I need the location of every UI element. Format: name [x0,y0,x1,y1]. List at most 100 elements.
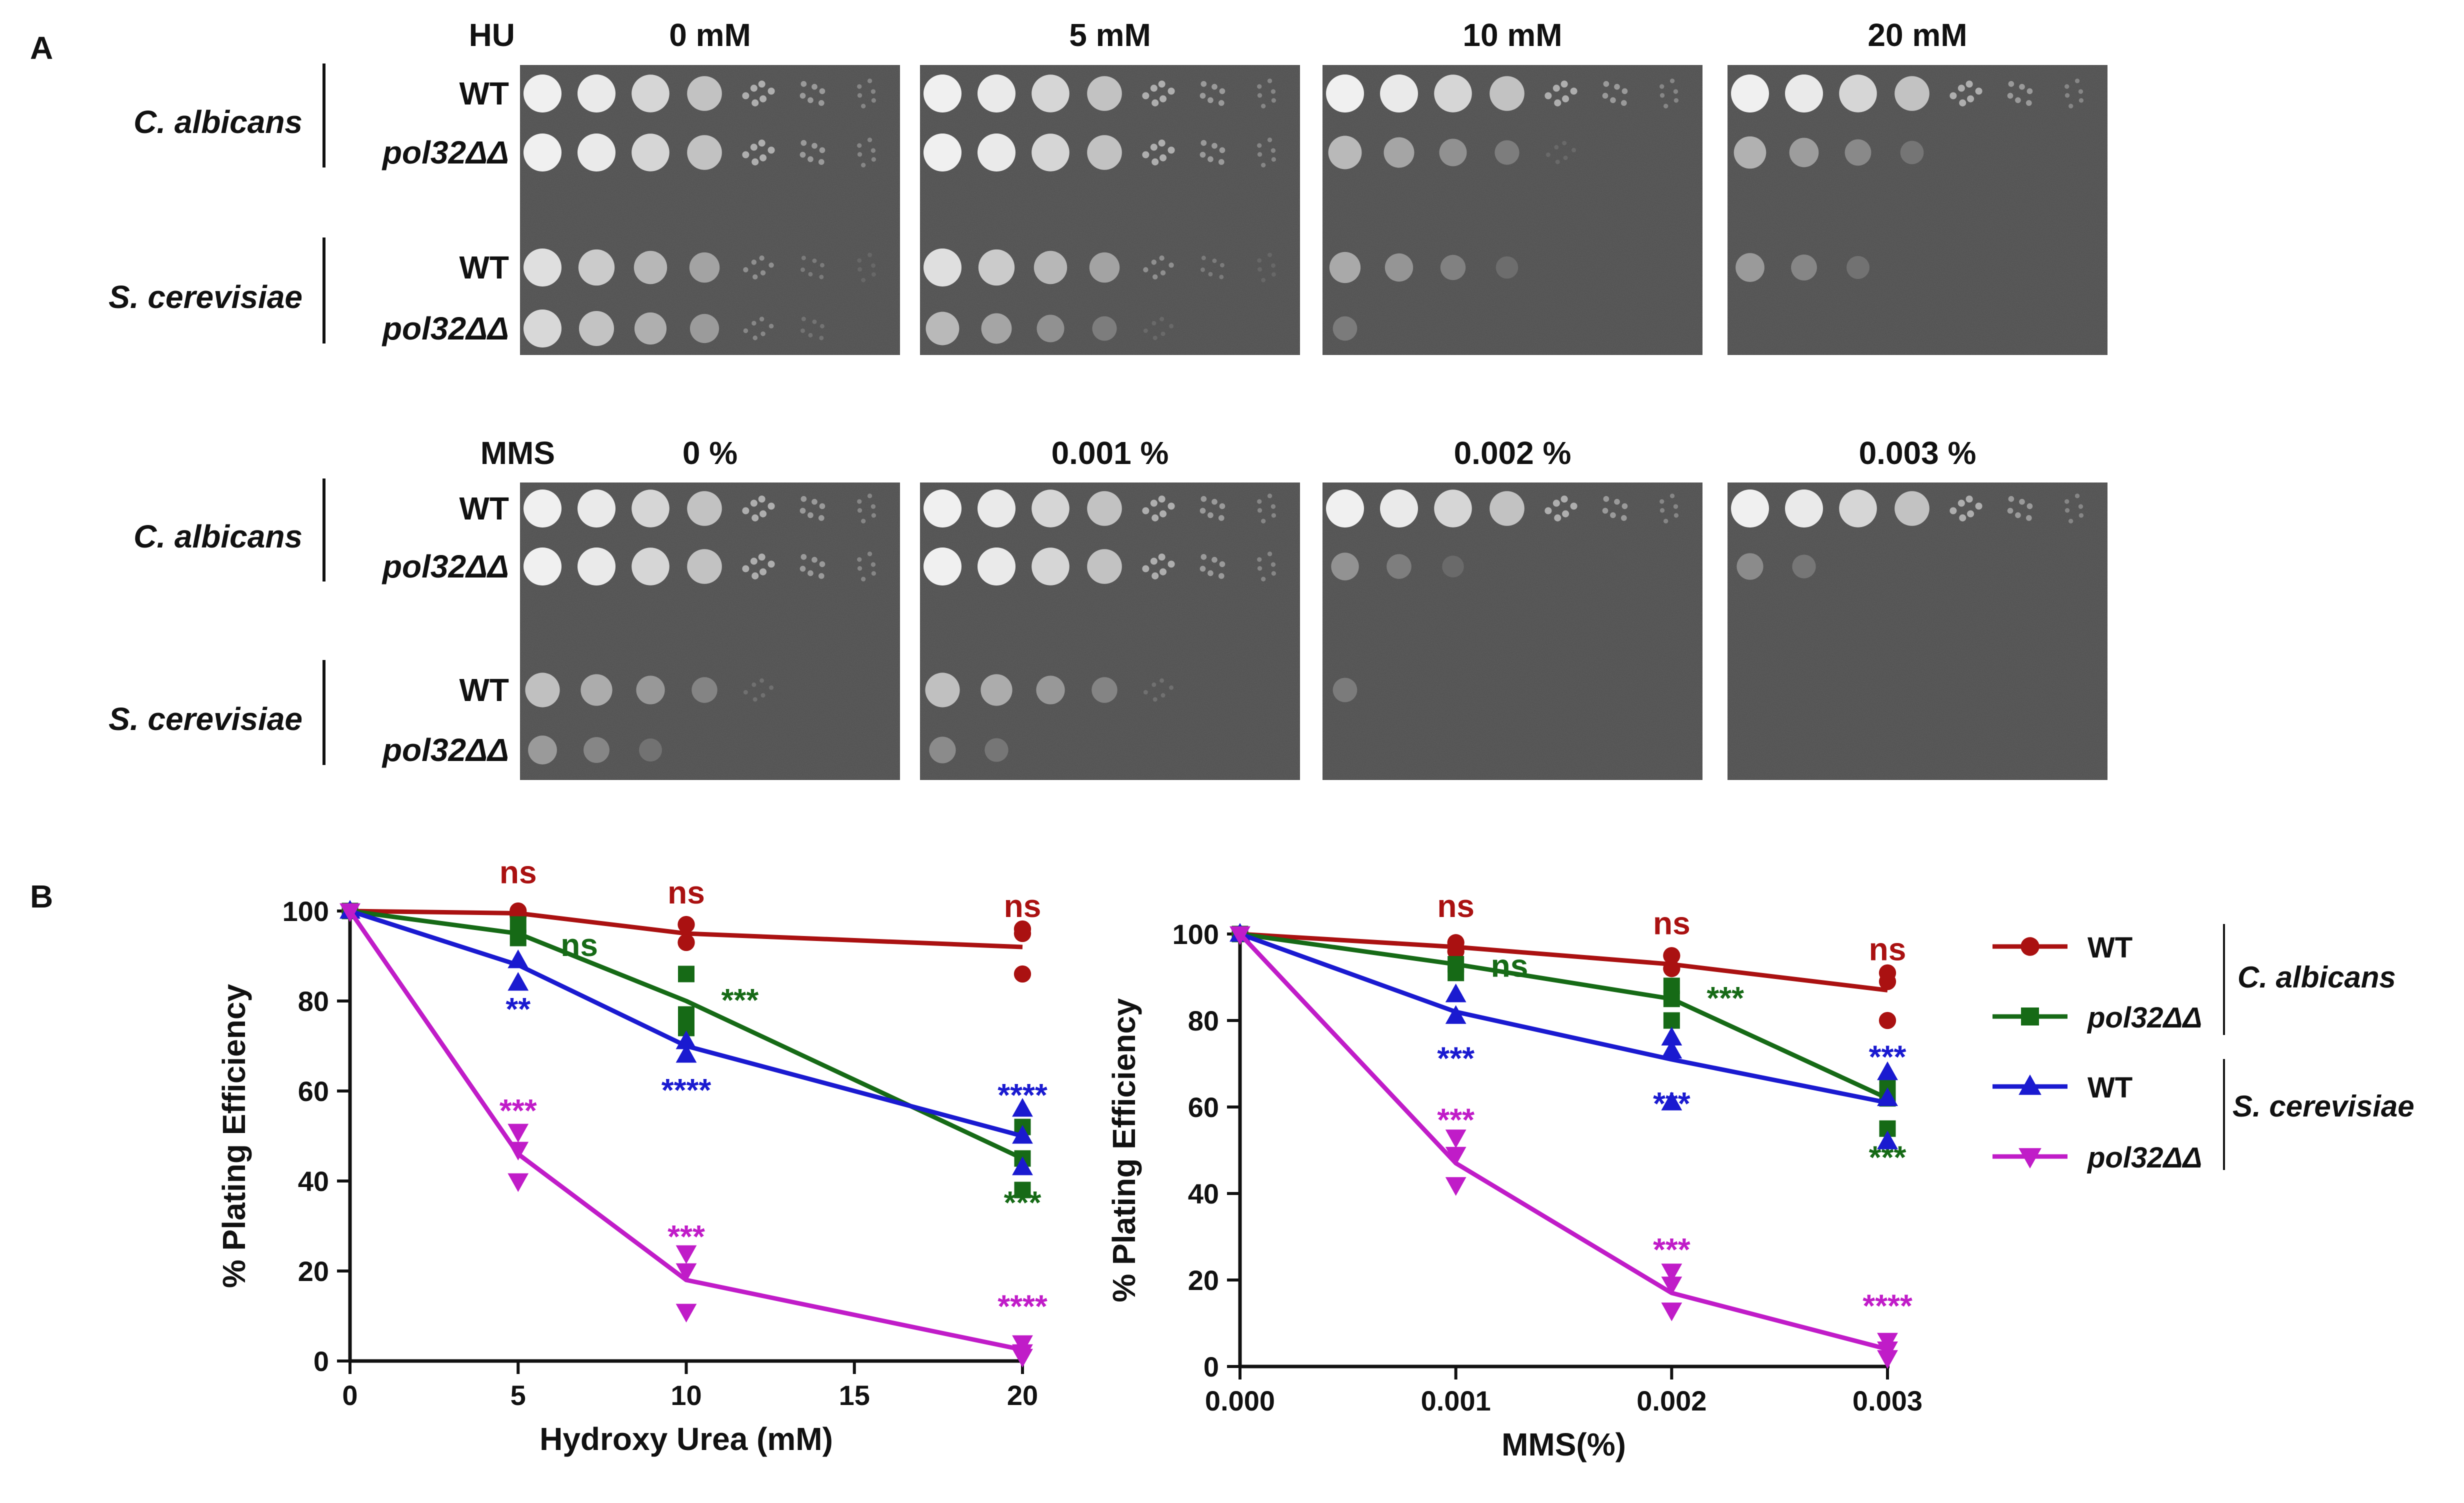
colony-spot [690,314,720,344]
colony-dot [857,143,862,148]
series-line-scer_wt [1239,932,1888,1105]
colony-dot [1160,316,1164,322]
data-point-scer_pol [1661,1264,1682,1282]
colony-dot [1208,512,1214,518]
colony-dot [768,560,775,568]
colony-dot [870,148,876,153]
data-point-scer_pol [508,1142,529,1160]
colony-spot [1894,491,1930,526]
colony-dot [819,147,826,154]
colony-spot [1789,138,1819,168]
colony-dot [1160,270,1166,276]
strain-label-calb_pol: pol32ΔΔ [382,134,509,170]
x-tick-label: 15 [839,1380,870,1411]
colony-spot [1496,256,1518,279]
colony-dot [1150,558,1158,565]
colony-dot [820,324,824,328]
colony-dot [760,510,767,518]
colony-spot [687,491,722,526]
colony-spot [1386,554,1412,579]
strain-label-scer_pol: pol32ΔΔ [382,310,509,346]
colony-dot [871,513,876,518]
y-tick-label: 0 [1204,1351,1219,1382]
colony-spot [978,249,1015,286]
colony-spot [926,312,960,346]
colony-spot [981,313,1012,344]
colony-spot [524,74,562,112]
colony-spot [1380,74,1418,112]
colony-dot [1614,498,1620,505]
series-scer_pol: ********** [1230,926,1912,1369]
colony-dot [1200,81,1207,87]
data-point-scer_wt [1012,1098,1033,1117]
x-axis-label: Hydroxy Urea (mM) [540,1421,833,1457]
colony-spot [687,135,722,170]
colony-spot [1329,252,1361,284]
colony-dot [1660,508,1665,513]
colony-dot [800,267,806,272]
colony-dot [1562,95,1570,102]
y-tick-label: 40 [298,1166,329,1197]
colony-dot [1967,510,1974,518]
colony-dot [1271,157,1276,162]
data-point-calb_wt [1878,1012,1896,1030]
colony-dot [2064,499,2070,504]
colony-dot [857,93,862,98]
colony-spot [1332,316,1358,341]
colony-dot [1602,92,1608,99]
colony-dot [1660,499,1664,504]
colony-dot [1268,252,1272,258]
data-point-scer_wt [1877,1130,1898,1150]
colony-spot [1087,549,1122,584]
colony-dot [1552,500,1560,507]
strain-label-scer_wt: WT [460,250,510,286]
colony-dot [857,499,862,504]
colony-dot [800,508,806,514]
legend-label: pol32ΔΔ [2086,1142,2202,1174]
colony-dot [1610,512,1616,518]
data-point-calb_pol [510,930,526,946]
hu-agent-label: HU [469,17,515,53]
colony-dot [801,316,806,322]
data-point-calb_pol [1663,990,1680,1008]
colony-dot [1152,320,1156,326]
colony-dot [1169,324,1174,328]
colony-dot [1966,496,1973,503]
colony-spot [1785,490,1823,528]
colony-spot [1380,490,1418,528]
colony-dot [1261,278,1266,282]
colony-dot [2064,93,2070,98]
colony-spot [1434,490,1472,528]
colony-spot [1442,556,1464,578]
strain-label-scer_wt: WT [460,672,510,708]
colony-dot [1152,336,1158,340]
legend: WT pol32ΔΔ WT pol32ΔΔ C. albicans S. cerevisi… [1992,924,2414,1174]
colony-dot [1220,262,1224,268]
colony-dot [1152,274,1158,280]
colony-dot [1212,258,1217,264]
colony-dot [1670,78,1675,84]
colony-dot [742,565,750,572]
colony-dot [808,97,814,104]
colony-dot [769,685,774,690]
colony-dot [1257,84,1262,89]
colony-dot [1670,494,1675,498]
colony-dot [752,697,758,702]
data-point-scer_wt [676,1030,697,1050]
colony-dot [1267,494,1272,498]
significance-label-scer_wt: *** [1869,1038,1906,1074]
strain-label-scer_pol: pol32ΔΔ [382,732,509,768]
colony-dot [1267,78,1272,84]
colony-dot [1622,503,1628,510]
colony-dot [871,272,876,277]
colony-dot [1660,93,1665,98]
colony-dot [1620,515,1627,521]
colony-dot [860,576,866,582]
significance-label-calb_pol: *** [1004,1184,1042,1220]
colony-dot [870,89,876,94]
colony-spot [1440,254,1466,280]
significance-label-scer_pol: *** [668,1218,705,1254]
colony-spot [524,248,562,286]
colony-spot [1332,678,1358,702]
